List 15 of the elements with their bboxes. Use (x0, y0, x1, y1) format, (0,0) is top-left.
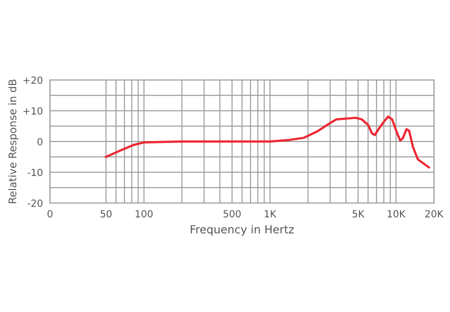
x-tick-label: 10K (388, 210, 406, 218)
y-tick-label: +20 (24, 76, 42, 84)
x-axis-title: Frequency in Hertz (190, 224, 294, 236)
y-tick-label: 0 (38, 138, 42, 146)
y-tick-label: -20 (28, 199, 42, 207)
y-tick-label: +10 (24, 107, 42, 115)
x-tick-label: 20K (425, 210, 444, 218)
x-tick-label: 5K (352, 210, 365, 218)
x-tick-label: 0 (48, 210, 52, 218)
x-tick-label: 500 (224, 210, 241, 218)
y-tick-label: -10 (28, 168, 42, 176)
x-tick-label: 50 (100, 210, 112, 218)
x-tick-label: 100 (136, 210, 153, 218)
y-axis-title: Relative Response in dB (8, 80, 18, 204)
x-tick-label: 1K (264, 210, 276, 218)
